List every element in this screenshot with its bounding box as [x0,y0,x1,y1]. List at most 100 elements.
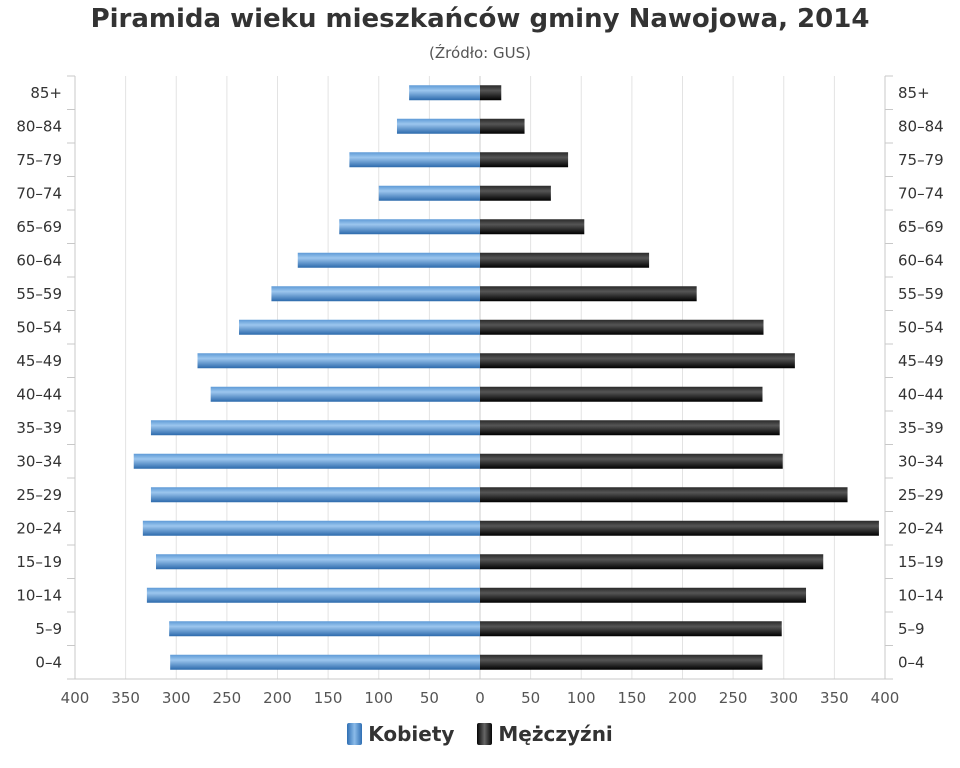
bar-men-15[interactable] [480,587,807,603]
category-label-right-12: 25–29 [898,486,944,504]
bar-men-13[interactable] [480,520,879,536]
x-tick-label-10: 100 [567,689,596,707]
bar-women-3[interactable] [378,185,480,201]
bar-men-0[interactable] [480,85,502,101]
category-label-right-1: 80–84 [898,117,944,135]
category-label-left-6: 55–59 [16,285,62,303]
bar-men-11[interactable] [480,453,783,469]
category-label-left-11: 30–34 [16,452,62,470]
legend-item-women[interactable]: Kobiety [347,722,454,746]
category-label-left-5: 60–64 [16,251,62,269]
x-tick-label-13: 250 [719,689,748,707]
x-tick-label-6: 100 [364,689,393,707]
bar-women-7[interactable] [239,319,480,335]
x-tick-label-5: 150 [314,689,343,707]
category-label-right-7: 50–54 [898,318,944,336]
legend: Kobiety Mężczyźni [0,722,960,750]
bar-men-6[interactable] [480,286,697,302]
category-label-left-12: 25–29 [16,486,62,504]
legend-label-men: Mężczyźni [498,722,613,746]
category-label-left-0: 85+ [30,84,62,102]
bar-women-13[interactable] [142,520,480,536]
bar-women-10[interactable] [150,420,480,436]
bar-men-14[interactable] [480,554,824,570]
category-label-left-7: 50–54 [16,318,62,336]
bar-women-16[interactable] [169,621,480,637]
category-label-right-17: 0–4 [898,653,925,671]
bar-women-17[interactable] [170,654,481,670]
category-label-right-10: 35–39 [898,419,944,437]
bar-women-1[interactable] [396,118,480,134]
category-label-right-2: 75–79 [898,151,944,169]
category-label-left-15: 10–14 [16,586,62,604]
bar-women-9[interactable] [210,386,481,402]
chart-subtitle: (Źródło: GUS) [429,44,531,62]
bar-men-2[interactable] [480,152,569,168]
population-pyramid-chart: 400 350 300 250 200 150 100 50 0 50 100 150 200 250 30… [16,75,944,707]
x-tick-label-2: 300 [162,689,191,707]
legend-swatch-men [477,723,493,745]
x-tick-label-3: 250 [213,689,242,707]
category-label-right-8: 45–49 [898,352,944,370]
bar-men-12[interactable] [480,487,848,503]
legend-item-men[interactable]: Mężczyźni [477,722,613,746]
bar-women-5[interactable] [297,252,480,268]
category-label-right-11: 30–34 [898,452,944,470]
chart-title: Piramida wieku mieszkańców gminy Nawojow… [90,4,870,34]
x-tick-label-0: 400 [61,689,90,707]
x-tick-label-8: 0 [475,689,485,707]
bar-women-11[interactable] [133,453,480,469]
category-label-right-9: 40–44 [898,385,944,403]
x-tick-label-12: 200 [668,689,697,707]
bar-men-4[interactable] [480,219,585,235]
category-label-left-8: 45–49 [16,352,62,370]
bar-men-7[interactable] [480,319,764,335]
bar-men-16[interactable] [480,621,782,637]
category-label-right-6: 55–59 [898,285,944,303]
bar-men-10[interactable] [480,420,780,436]
category-label-left-13: 20–24 [16,519,62,537]
legend-label-women: Kobiety [368,722,455,746]
bar-women-14[interactable] [156,554,480,570]
category-label-right-14: 15–19 [898,553,944,571]
bar-women-15[interactable] [146,587,480,603]
bar-women-4[interactable] [339,219,480,235]
x-tick-label-1: 350 [111,689,140,707]
category-label-right-13: 20–24 [898,519,944,537]
bar-men-3[interactable] [480,185,551,201]
category-label-left-4: 65–69 [16,218,62,236]
x-tick-label-15: 350 [820,689,849,707]
bar-women-8[interactable] [197,353,480,369]
bar-women-0[interactable] [409,85,480,101]
category-label-right-5: 60–64 [898,251,944,269]
category-label-right-15: 10–14 [898,586,944,604]
bar-men-1[interactable] [480,118,525,134]
category-label-left-10: 35–39 [16,419,62,437]
x-tick-label-9: 50 [521,689,540,707]
bars [133,85,879,670]
x-tick-label-7: 50 [420,689,439,707]
category-label-right-16: 5–9 [898,620,925,638]
x-tick-label-14: 300 [769,689,798,707]
bar-men-5[interactable] [480,252,650,268]
bar-men-8[interactable] [480,353,795,369]
category-label-left-14: 15–19 [16,553,62,571]
category-label-left-2: 75–79 [16,151,62,169]
category-label-right-0: 85+ [898,84,930,102]
category-label-left-16: 5–9 [35,620,62,638]
category-label-left-1: 80–84 [16,117,62,135]
category-label-right-4: 65–69 [898,218,944,236]
bar-women-2[interactable] [349,152,480,168]
x-tick-label-11: 150 [618,689,647,707]
x-tick-label-4: 200 [263,689,292,707]
category-label-left-3: 70–74 [16,184,62,202]
category-label-right-3: 70–74 [898,184,944,202]
x-tick-label-16: 400 [871,689,900,707]
bar-women-6[interactable] [271,286,480,302]
bar-men-17[interactable] [480,654,763,670]
bar-women-12[interactable] [150,487,480,503]
legend-swatch-women [347,723,363,745]
axis-labels: 400 350 300 250 200 150 100 50 0 50 100 150 200 250 30… [16,84,943,707]
bar-men-9[interactable] [480,386,763,402]
category-label-left-9: 40–44 [16,385,62,403]
